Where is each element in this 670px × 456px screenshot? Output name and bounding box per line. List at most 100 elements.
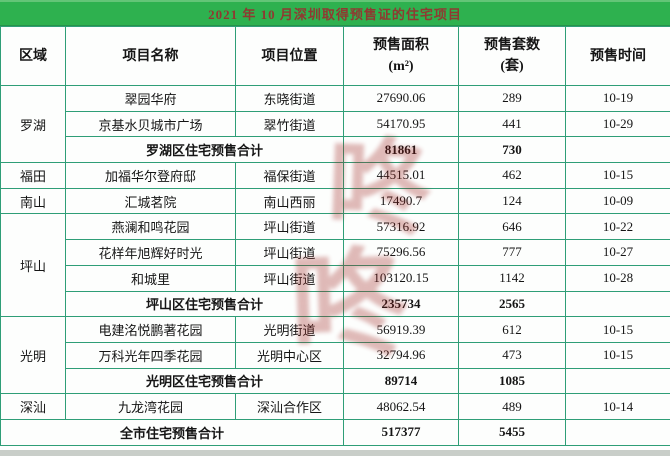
table-row: 坪山 燕澜和鸣花园 坪山街道 57316.92 646 10-22 xyxy=(0,213,670,318)
units-cell: 462 xyxy=(458,162,566,189)
date-cell: 10-15 xyxy=(565,316,670,343)
region-cell: 光明 xyxy=(0,316,66,395)
area-cell: 32794.96 xyxy=(343,341,459,369)
subtotal-row: 罗湖区住宅预售合计 81861 730 xyxy=(1,136,670,164)
header-row: 区域 项目名称 项目位置 预售面积 (m²) 预售套数 (套) 预售时间 xyxy=(0,26,670,86)
units-cell: 612 xyxy=(458,316,566,343)
header-label: 区域 xyxy=(19,48,47,64)
project-name-cell: 燕澜和鸣花园 xyxy=(65,213,236,241)
subtotal-units-cell: 730 xyxy=(458,136,566,164)
region-cell: 深汕 xyxy=(0,393,66,420)
region-cell: 罗湖 xyxy=(0,84,66,164)
units-cell: 1142 xyxy=(458,264,566,292)
project-name-cell: 和城里 xyxy=(65,264,236,292)
header-cell-0: 区域 xyxy=(0,26,66,86)
units-cell: 124 xyxy=(458,187,566,215)
location-cell: 坪山街道 xyxy=(235,213,344,241)
subtotal-row: 坪山区住宅预售合计 235734 2565 xyxy=(1,290,670,318)
table-row: 罗湖 翠园华府 东晓街道 27690.06 289 10-19 xyxy=(0,84,670,164)
subtotal-label-cell: 光明区住宅预售合计 xyxy=(65,367,344,395)
region-cell: 南山 xyxy=(0,187,66,215)
header-cell-1: 项目名称 xyxy=(65,26,236,86)
date-cell: 10-09 xyxy=(565,187,670,215)
area-cell: 48062.54 xyxy=(343,393,459,420)
date-cell: 10-15 xyxy=(565,341,670,369)
area-cell: 44515.01 xyxy=(343,162,459,189)
date-cell: 10-29 xyxy=(565,110,670,138)
table-row: 花样年旭辉好时光 坪山街道 75296.56 777 10-27 xyxy=(1,239,670,266)
area-cell: 57316.92 xyxy=(343,213,459,241)
subtotal-area-cell: 81861 xyxy=(343,136,459,164)
table-row: 南山 汇城茗院 南山西丽 17490.7 124 10-09 xyxy=(0,187,670,215)
units-cell: 777 xyxy=(458,239,566,266)
table-body: 罗湖 翠园华府 东晓街道 27690.06 289 10-19 京基水贝城市广场 翠竹街道 54… xyxy=(0,84,670,446)
header-cell-2: 项目位置 xyxy=(235,26,344,86)
project-name-cell: 翠园华府 xyxy=(65,85,236,112)
grand-total-date-cell xyxy=(565,418,670,446)
subtotal-area-cell: 235734 xyxy=(343,290,459,318)
project-name-cell: 花样年旭辉好时光 xyxy=(65,239,236,266)
project-name-cell: 京基水贝城市广场 xyxy=(65,110,236,138)
region-cell: 福田 xyxy=(0,162,66,189)
grand-total-row: 全市住宅预售合计 517377 5455 xyxy=(0,418,670,446)
project-name-cell: 汇城茗院 xyxy=(65,187,236,215)
date-cell: 10-28 xyxy=(565,264,670,292)
project-name-cell: 万科光年四季花园 xyxy=(65,341,236,369)
header-label: (套) xyxy=(500,59,524,74)
date-cell: 10-19 xyxy=(565,85,670,112)
units-cell: 289 xyxy=(458,85,566,112)
grand-total-area-cell: 517377 xyxy=(343,418,459,446)
header-label: 项目名称 xyxy=(122,48,179,64)
location-cell: 深汕合作区 xyxy=(235,393,344,420)
units-cell: 441 xyxy=(458,110,566,138)
area-cell: 17490.7 xyxy=(343,187,459,215)
area-cell: 56919.39 xyxy=(343,316,459,343)
subtotal-date-cell xyxy=(565,290,670,318)
subtotal-date-cell xyxy=(565,367,670,395)
table-row: 福田 加福华尔登府邸 福保街道 44515.01 462 10-15 xyxy=(0,162,670,189)
bottom-edge-strip xyxy=(0,450,670,456)
subtotal-date-cell xyxy=(565,136,670,164)
subtotal-units-cell: 1085 xyxy=(458,367,566,395)
region-cell: 坪山 xyxy=(0,213,66,318)
location-cell: 光明中心区 xyxy=(235,341,344,369)
location-cell: 坪山街道 xyxy=(235,239,344,266)
table-title-bar: 2021 年 10 月深圳取得预售证的住宅项目 xyxy=(0,0,670,26)
location-cell: 南山西丽 xyxy=(235,187,344,215)
header-cell-3: 预售面积 (m²) xyxy=(343,26,459,86)
subtotal-units-cell: 2565 xyxy=(458,290,566,318)
project-name-cell: 九龙湾花园 xyxy=(65,393,236,420)
area-cell: 75296.56 xyxy=(343,239,459,266)
units-cell: 489 xyxy=(458,393,566,420)
subtotal-area-cell: 89714 xyxy=(343,367,459,395)
presale-table: 区域 项目名称 项目位置 预售面积 (m²) 预售套数 (套) 预售时间 罗湖 翠园华府 东晓街道… xyxy=(0,26,670,446)
date-cell: 10-27 xyxy=(565,239,670,266)
grand-total-label-cell: 全市住宅预售合计 xyxy=(0,418,344,446)
area-cell: 54170.95 xyxy=(343,110,459,138)
header-cell-5: 预售时间 xyxy=(565,26,670,86)
subtotal-label-cell: 罗湖区住宅预售合计 xyxy=(65,136,344,164)
header-cell-4: 预售套数 (套) xyxy=(458,26,566,86)
subtotal-row: 光明区住宅预售合计 89714 1085 xyxy=(1,367,670,395)
subtotal-label-cell: 坪山区住宅预售合计 xyxy=(65,290,344,318)
location-cell: 福保街道 xyxy=(235,162,344,189)
units-cell: 646 xyxy=(458,213,566,241)
table-row: 光明 电建洺悦鹏著花园 光明街道 56919.39 612 10-15 xyxy=(0,316,670,395)
header-label: 预售时间 xyxy=(590,48,646,64)
table-row: 和城里 坪山街道 103120.15 1142 10-28 xyxy=(1,264,670,292)
location-cell: 东晓街道 xyxy=(235,85,344,112)
header-label: (m²) xyxy=(388,59,414,74)
location-cell: 坪山街道 xyxy=(235,264,344,292)
area-cell: 103120.15 xyxy=(343,264,459,292)
project-name-cell: 加福华尔登府邸 xyxy=(65,162,236,189)
project-name-cell: 电建洺悦鹏著花园 xyxy=(65,316,236,343)
location-cell: 翠竹街道 xyxy=(235,110,344,138)
location-cell: 光明街道 xyxy=(235,316,344,343)
area-cell: 27690.06 xyxy=(343,85,459,112)
units-cell: 473 xyxy=(458,341,566,369)
table-header-row: 区域 项目名称 项目位置 预售面积 (m²) 预售套数 (套) 预售时间 xyxy=(0,26,670,86)
date-cell: 10-14 xyxy=(565,393,670,420)
table-row: 京基水贝城市广场 翠竹街道 54170.95 441 10-29 xyxy=(1,110,670,138)
date-cell: 10-22 xyxy=(565,213,670,241)
